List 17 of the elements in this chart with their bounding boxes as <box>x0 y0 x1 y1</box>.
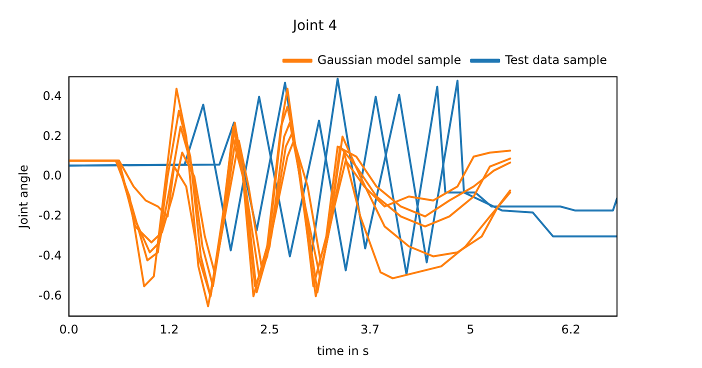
y-axis-title: Joint angle <box>16 164 30 230</box>
legend-label: Gaussian model sample <box>317 52 462 67</box>
x-tick-label: 0.0 <box>59 322 78 337</box>
legend-label: Test data sample <box>504 52 608 67</box>
x-tick-label: 6.2 <box>561 322 580 337</box>
x-axis-title: time in s <box>316 344 369 358</box>
x-tick-label: 2.5 <box>260 322 280 337</box>
y-tick-label: -0.6 <box>38 288 62 302</box>
y-tick-label: 0.0 <box>42 168 62 183</box>
y-tick-label: -0.4 <box>38 248 62 262</box>
x-tick-label: 1.2 <box>160 322 179 337</box>
chart-title: Joint 4 <box>292 18 338 34</box>
y-tick-label: -0.2 <box>38 208 62 223</box>
x-tick-label: 5 <box>466 322 474 337</box>
x-tick-label: 3.7 <box>360 322 380 337</box>
y-tick-label: 0.2 <box>42 128 62 143</box>
y-tick-label: 0.4 <box>42 88 62 103</box>
